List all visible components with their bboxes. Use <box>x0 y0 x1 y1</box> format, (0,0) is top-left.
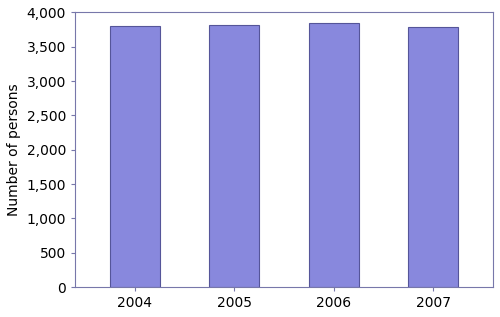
Y-axis label: Number of persons: Number of persons <box>7 83 21 216</box>
Bar <box>408 27 458 287</box>
Bar <box>110 26 160 287</box>
Bar <box>210 25 259 287</box>
Bar <box>309 23 358 287</box>
